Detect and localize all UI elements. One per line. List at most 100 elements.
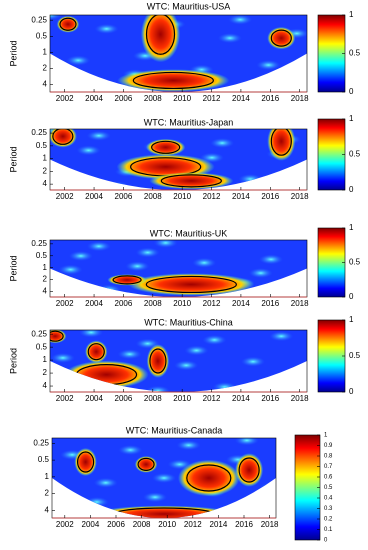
x-tick-label: 2008 [144,299,162,308]
x-tick-label: 2010 [158,520,176,529]
x-tick-label: 2014 [210,520,228,529]
heatmap-cyan [97,284,122,295]
x-tick-label: 2010 [173,94,191,103]
contour [50,330,64,342]
colorbar-tick-label: 0 [349,87,354,96]
y-tick-label: 2 [43,368,48,377]
panel: WTC: Mauritius-UK Period 0.25 0.5 1 2 4 2002 200… [8,223,360,308]
colorbar [317,227,346,298]
x-tick-label: 2002 [56,299,74,308]
contour [59,17,77,31]
y-axis-label: Period [8,40,18,66]
heatmap-cyan [202,334,227,345]
heatmap-cyan [174,360,199,371]
colorbar-tick-label: 0.7 [324,464,333,470]
x-tick-label: 2008 [144,94,162,103]
y-tick-label: 1 [43,154,48,163]
contour [238,457,260,483]
x-tick-label: 2002 [56,192,74,201]
heatmap-cyan [184,345,209,356]
y-tick-label: 0.25 [31,239,47,248]
heatmap-cyan [84,497,109,507]
heatmap-cyan [86,130,111,141]
x-tick-label: 2016 [261,299,279,308]
contour [151,140,181,154]
x-tick-label: 2014 [232,192,250,201]
heatmap [50,330,307,392]
heatmap-cyan [241,356,266,367]
colorbar-tick-label: 0.6 [324,475,333,481]
panel-title: WTC: Mauritius-China [144,317,233,327]
contour [160,174,222,188]
y-tick-label: 2 [43,64,48,73]
contour [76,451,95,473]
y-axis-label: Period [8,348,18,374]
colorbar-tick-label: 1 [349,223,354,232]
y-tick-label: 4 [43,287,48,296]
heatmap-cyan [212,382,237,392]
heatmap-cyan [50,170,73,181]
heatmap-cyan [279,378,304,389]
panel-title: WTC: Mauritius-Canada [126,425,223,435]
colorbar-tick-label: 1 [349,315,354,324]
x-tick-label: 2008 [144,192,162,201]
colorbar [317,14,346,93]
x-tick-label: 2018 [291,394,309,403]
y-tick-label: 4 [43,80,48,89]
heatmap-cyan [118,445,143,455]
colorbar-tick-label: 0.5 [349,150,361,159]
y-tick-label: 0.5 [36,31,48,40]
heatmap [52,438,276,518]
heatmap-cyan [228,15,253,25]
y-tick-label: 1 [43,263,48,272]
contour [137,457,155,471]
colorbar-tick-label: 0.4 [324,496,333,502]
heatmap-cyan [210,138,235,149]
x-tick-label: 2014 [232,94,250,103]
heatmap-cyan [79,330,104,338]
colorbar-tick-label: 0.5 [324,485,333,491]
heatmap-cyan [259,482,276,493]
y-tick-label: 0.5 [36,251,48,260]
y-tick-label: 0.5 [36,342,48,351]
x-tick-label: 2018 [291,192,309,201]
x-tick-label: 2006 [115,192,133,201]
contour [112,275,142,285]
x-tick-label: 2014 [232,299,250,308]
panel: WTC: Mauritius-Japan Period 0.25 0.5 1 2 4 2002… [8,114,360,201]
colorbar-tick-label: 0 [324,538,328,544]
x-tick-label: 2018 [261,520,279,529]
heatmap-cyan [86,241,111,252]
x-tick-label: 2002 [56,94,74,103]
heatmap-cyan [287,288,307,297]
heatmap [50,129,307,190]
colorbar-tick-label: 0 [349,387,354,396]
colorbar [317,319,346,393]
colorbar [317,118,346,191]
x-tick-label: 2004 [85,299,103,308]
x-tick-label: 2006 [115,394,133,403]
x-tick-label: 2008 [144,394,162,403]
x-tick-label: 2004 [85,94,103,103]
heatmap-cyan [256,60,281,71]
heatmap-cyan [55,73,80,84]
y-tick-label: 0.25 [31,329,47,338]
colorbar-tick-label: 0.1 [324,527,333,533]
contour [270,129,292,156]
y-tick-label: 2 [43,275,48,284]
x-tick-label: 2010 [173,394,191,403]
x-tick-label: 2004 [85,394,103,403]
y-tick-label: 4 [45,505,50,514]
heatmap-cyan [259,254,284,265]
x-tick-label: 2010 [173,299,191,308]
y-axis-label: Period [8,146,18,172]
colorbar-tick-label: 0.9 [324,443,333,449]
contour [186,464,232,492]
heatmap-cyan [94,23,119,34]
colorbar [294,434,321,541]
heatmap-cyan [66,55,91,66]
colorbar-tick-label: 0 [349,292,354,301]
colorbar-tick-label: 0.5 [349,351,361,360]
x-tick-label: 2016 [235,520,253,529]
